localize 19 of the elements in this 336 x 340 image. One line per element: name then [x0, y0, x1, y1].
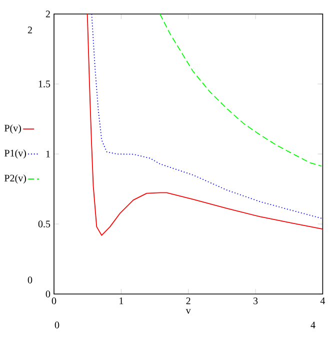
y-tick-label: 0.5	[38, 220, 50, 228]
x-tick-label: 4	[320, 298, 326, 304]
y-tick-label: 1	[46, 150, 50, 158]
x-axis-title: v	[186, 309, 191, 314]
legend-label: P2(v)	[4, 174, 26, 184]
y-tick-label: 2	[46, 10, 50, 18]
x-tick-label: 1	[120, 298, 124, 304]
y-tick-label: 1.5	[38, 80, 50, 88]
text: 0	[54, 322, 60, 328]
legend-label: P(v)	[4, 124, 21, 134]
legend-label: P1(v)	[4, 149, 26, 159]
y-tick-label: 0	[46, 290, 50, 298]
x-tick-label: 0	[52, 298, 56, 304]
text: 4	[310, 322, 316, 328]
text: 0	[28, 276, 32, 284]
line-series	[159, 14, 322, 166]
text: 2	[28, 26, 32, 34]
x-tick-label: 2	[186, 298, 190, 304]
x-tick-label: 3	[254, 298, 258, 304]
